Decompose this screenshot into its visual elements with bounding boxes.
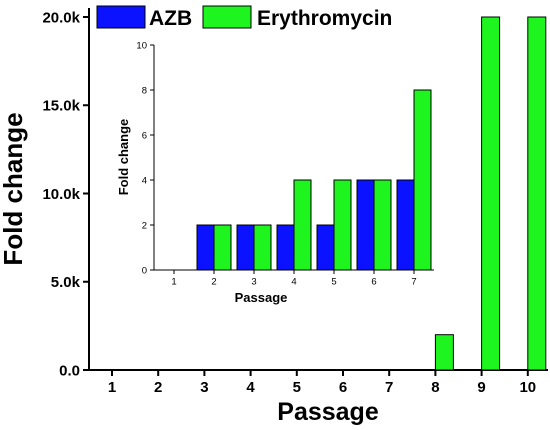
main-y-axis-label: Fold change [0,112,28,265]
inset-bar-erythromycin-6 [373,179,392,271]
inset-x-ticks: 1 2 3 4 5 6 7 [171,270,417,288]
main-x-ticks: 1 2 3 4 5 6 7 8 9 10 [108,370,536,396]
main-x-tick-label: 2 [154,379,162,396]
inset-x-tick-label: 7 [411,277,416,288]
main-x-tick-label: 8 [431,379,439,396]
legend-label-erythromycin: Erythromycin [257,7,392,30]
main-x-tick-label: 1 [108,379,116,396]
inset-y-tick-label: 0 [142,265,147,276]
main-bars [434,16,547,371]
legend: AZB Erythromycin [96,5,392,30]
inset-x-tick-label: 4 [291,277,296,288]
inset-bar-azb-6 [356,179,375,271]
inset-y-tick-label: 6 [142,130,147,141]
main-y-tick-label: 20.0k [42,9,80,26]
inset-y-ticks: 0 2 4 6 8 10 [136,40,154,276]
inset-bar-erythromycin-3 [253,224,272,271]
inset-x-tick-label: 6 [371,277,376,288]
main-x-tick-label: 4 [246,379,255,396]
inset-y-tick-label: 4 [142,175,147,186]
inset-x-tick-label: 2 [211,277,216,288]
inset-bar-erythromycin-5 [333,179,352,271]
inset-bar-azb-5 [316,224,335,271]
inset-x-tick-label: 1 [171,277,176,288]
main-x-axis-label: Passage [277,398,379,426]
legend-swatch-erythromycin [202,5,252,29]
main-x-tick-label: 5 [293,379,301,396]
inset-y-axis-label: Fold change [116,119,131,196]
main-y-tick-label: 5.0k [51,274,81,291]
inset-y-tick-label: 2 [142,220,147,231]
inset-bar-erythromycin-2 [213,224,232,271]
main-x-tick-label: 9 [477,379,485,396]
main-bar-erythromycin-9 [481,16,501,371]
main-x-tick-label: 7 [385,379,393,396]
legend-label-azb: AZB [149,7,192,30]
inset-bars [196,89,432,271]
main-bar-erythromycin-8 [434,334,454,371]
main-x-tick-label: 10 [519,379,536,396]
main-x-tick-label: 3 [200,379,208,396]
inset-x-axis-label: Passage [235,290,288,305]
inset-bar-azb-3 [236,224,255,271]
main-y-ticks: 0.0 5.0k 10.0k 15.0k 20.0k [42,9,89,379]
legend-swatch-azb [96,5,146,29]
inset-bar-azb-7 [396,179,415,271]
main-y-tick-label: 0.0 [59,362,80,379]
inset-bar-erythromycin-7 [413,89,432,271]
inset-y-tick-label: 10 [136,40,147,51]
inset-x-tick-label: 3 [251,277,256,288]
inset-y-tick-label: 8 [142,85,147,96]
main-y-tick-label: 15.0k [42,98,80,115]
inset-bar-erythromycin-4 [293,179,312,271]
inset-bar-azb-2 [196,224,215,271]
main-bar-erythromycin-10 [527,16,547,371]
main-y-tick-label: 10.0k [42,186,80,203]
inset-bar-azb-4 [276,224,295,271]
main-x-tick-label: 6 [339,379,347,396]
inset-x-tick-label: 5 [331,277,336,288]
